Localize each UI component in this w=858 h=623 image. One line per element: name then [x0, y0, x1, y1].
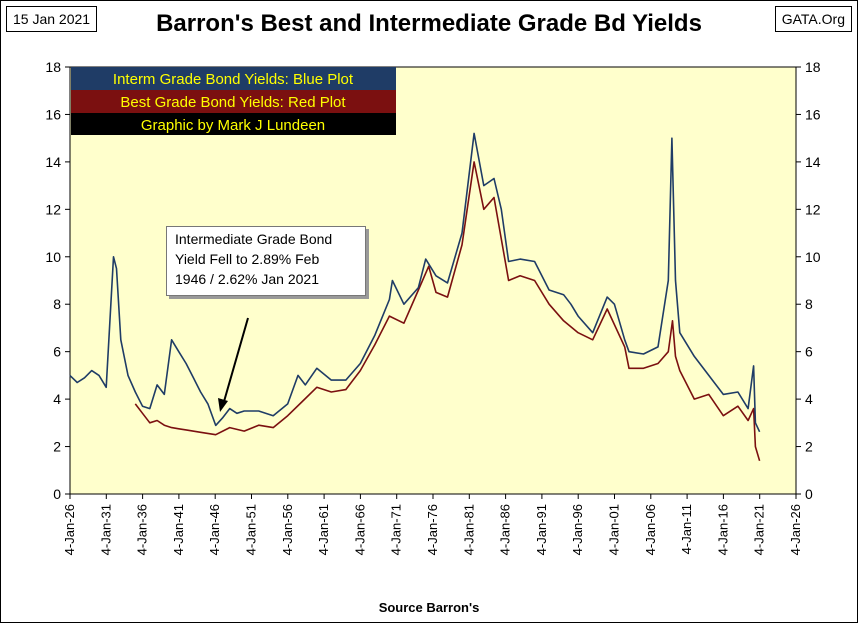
- x-tick-label: 4-Jan-51: [244, 504, 259, 555]
- x-tick-label: 4-Jan-21: [752, 504, 767, 555]
- annotation-arrow-head: [218, 398, 228, 412]
- y-tick-label-left: 4: [53, 391, 61, 407]
- y-tick-label-left: 0: [53, 486, 61, 502]
- x-tick-label: 4-Jan-11: [679, 504, 694, 554]
- series-layer: [69, 132, 761, 462]
- x-tick-label: 4-Jan-71: [389, 504, 404, 555]
- y-tick-label-right: 8: [805, 296, 813, 312]
- y-axis-right: 0 2 4 6 8 10 12 14 16 18: [796, 59, 821, 502]
- y-tick-label-right: 14: [805, 154, 821, 170]
- x-tick-label: 4-Jan-81: [461, 504, 476, 555]
- x-tick-label: 4-Jan-96: [570, 504, 585, 555]
- y-tick-label-left: 8: [53, 296, 61, 312]
- y-tick-label-left: 18: [45, 59, 61, 75]
- annotation-line-3: 1946 / 2.62% Jan 2021: [175, 271, 320, 287]
- y-axis-left: 0 2 4 6 8 10 12 14 16 18: [45, 59, 70, 502]
- x-tick-label: 4-Jan-01: [607, 504, 622, 555]
- x-tick-label: 4-Jan-26: [62, 504, 77, 555]
- x-tick-label: 4-Jan-66: [352, 504, 367, 555]
- y-tick-label-right: 6: [805, 344, 813, 360]
- x-tick-label: 4-Jan-41: [171, 504, 186, 555]
- y-tick-label-left: 10: [45, 249, 61, 265]
- y-tick-label-right: 4: [805, 391, 813, 407]
- x-tick-label: 4-Jan-46: [207, 504, 222, 555]
- x-tick-label: 4-Jan-36: [135, 504, 150, 555]
- annotation-box: Intermediate Grade Bond Yield Fell to 2.…: [166, 226, 366, 296]
- x-tick-label: 4-Jan-06: [643, 504, 658, 555]
- legend-box-red: [71, 90, 396, 113]
- y-tick-label-right: 12: [805, 201, 821, 217]
- y-tick-label-left: 14: [45, 154, 61, 170]
- y-tick-label-left: 12: [45, 201, 61, 217]
- x-tick-label: 4-Jan-91: [534, 504, 549, 555]
- y-tick-label-right: 16: [805, 106, 821, 122]
- legend-box-blue: [71, 67, 396, 90]
- y-tick-label-left: 16: [45, 106, 61, 122]
- chart-title: Barron's Best and Intermediate Grade Bd …: [156, 10, 702, 37]
- source-label: Source Barron's: [378, 600, 480, 615]
- x-tick-label: 4-Jan-16: [715, 504, 730, 555]
- x-tick-label: 4-Jan-76: [425, 504, 440, 555]
- series-line-red: [134, 161, 761, 462]
- x-tick-label: 4-Jan-31: [98, 504, 113, 555]
- annotation-line-2: Yield Fell to 2.89% Feb: [175, 251, 320, 267]
- x-tick-label: 4-Jan-61: [316, 504, 331, 555]
- y-tick-label-right: 10: [805, 249, 821, 265]
- date-badge: 15 Jan 2021: [6, 6, 98, 32]
- annotation-arrow-line: [222, 317, 249, 406]
- y-tick-label-right: 0: [805, 486, 813, 502]
- legend-entry-red: Best Grade Bond Yields: Red Plot: [120, 94, 346, 111]
- x-tick-label: 4-Jan-26: [788, 504, 803, 555]
- series-line-blue: [69, 132, 761, 433]
- x-tick-label: 4-Jan-86: [498, 504, 513, 555]
- legend-entry-credit: Graphic by Mark J Lundeen: [141, 117, 325, 134]
- x-tick-label: 4-Jan-56: [280, 504, 295, 555]
- annotation-line-1: Intermediate Grade Bond: [175, 231, 333, 247]
- legend: Interm Grade Bond Yields: Blue Plot Best…: [71, 67, 396, 135]
- y-tick-label-right: 18: [805, 59, 821, 75]
- source-badge: GATA.Org: [774, 6, 852, 32]
- legend-entry-blue: Interm Grade Bond Yields: Blue Plot: [113, 71, 354, 88]
- legend-box-credit: [71, 113, 396, 135]
- y-tick-label-right: 2: [805, 439, 813, 455]
- y-tick-label-left: 6: [53, 344, 61, 360]
- annotation-arrow: [218, 317, 249, 412]
- y-tick-label-left: 2: [53, 439, 61, 455]
- x-axis: 4-Jan-26 4-Jan-31 4-Jan-36 4-Jan-41 4-Jan-46…: [62, 494, 803, 555]
